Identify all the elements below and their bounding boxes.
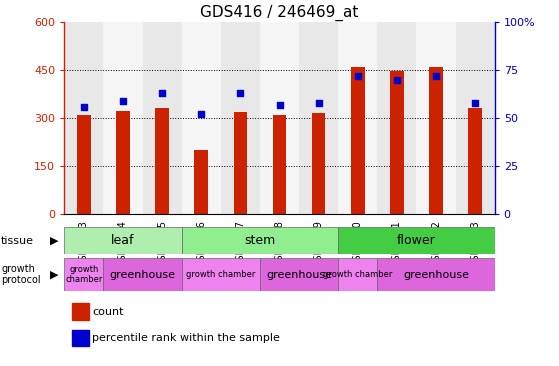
- Bar: [416, 22, 456, 214]
- Point: [197, 111, 206, 117]
- Text: ▶: ▶: [50, 236, 59, 246]
- Text: greenhouse: greenhouse: [110, 269, 176, 280]
- Point: [119, 98, 127, 104]
- Text: count: count: [92, 307, 124, 317]
- Bar: [390, 71, 404, 214]
- Text: tissue: tissue: [1, 236, 34, 246]
- Bar: [273, 116, 286, 214]
- Point: [392, 77, 401, 83]
- Bar: [338, 258, 377, 291]
- Bar: [155, 108, 169, 214]
- Text: greenhouse: greenhouse: [266, 269, 332, 280]
- Text: ▶: ▶: [50, 269, 59, 280]
- Bar: [116, 111, 130, 214]
- Bar: [64, 22, 103, 214]
- Bar: [182, 227, 338, 254]
- Text: percentile rank within the sample: percentile rank within the sample: [92, 333, 280, 343]
- Point: [432, 73, 440, 79]
- Text: growth chamber: growth chamber: [323, 270, 392, 279]
- Bar: [77, 115, 91, 214]
- Text: stem: stem: [244, 234, 276, 247]
- Bar: [195, 150, 208, 214]
- Point: [471, 100, 480, 106]
- Bar: [377, 258, 495, 291]
- Bar: [103, 258, 182, 291]
- Bar: [299, 22, 338, 214]
- Bar: [103, 22, 143, 214]
- Point: [79, 104, 88, 109]
- Bar: [72, 303, 89, 320]
- Bar: [64, 227, 182, 254]
- Bar: [429, 67, 443, 214]
- Bar: [182, 258, 260, 291]
- Text: growth
chamber: growth chamber: [65, 265, 102, 284]
- Text: leaf: leaf: [111, 234, 135, 247]
- Bar: [468, 108, 482, 214]
- Point: [236, 90, 245, 96]
- Bar: [312, 113, 325, 214]
- Bar: [351, 67, 364, 214]
- Bar: [377, 22, 416, 214]
- Point: [353, 73, 362, 79]
- Text: growth chamber: growth chamber: [186, 270, 255, 279]
- Title: GDS416 / 246469_at: GDS416 / 246469_at: [200, 4, 359, 20]
- Bar: [182, 22, 221, 214]
- Point: [275, 102, 284, 108]
- Bar: [221, 22, 260, 214]
- Point: [158, 90, 167, 96]
- Bar: [260, 258, 338, 291]
- Bar: [64, 258, 103, 291]
- Bar: [143, 22, 182, 214]
- Bar: [234, 112, 247, 214]
- Bar: [260, 22, 299, 214]
- Bar: [338, 227, 495, 254]
- Bar: [456, 22, 495, 214]
- Text: flower: flower: [397, 234, 436, 247]
- Text: growth
protocol: growth protocol: [1, 264, 41, 285]
- Bar: [72, 330, 89, 346]
- Bar: [338, 22, 377, 214]
- Text: greenhouse: greenhouse: [403, 269, 469, 280]
- Point: [314, 100, 323, 106]
